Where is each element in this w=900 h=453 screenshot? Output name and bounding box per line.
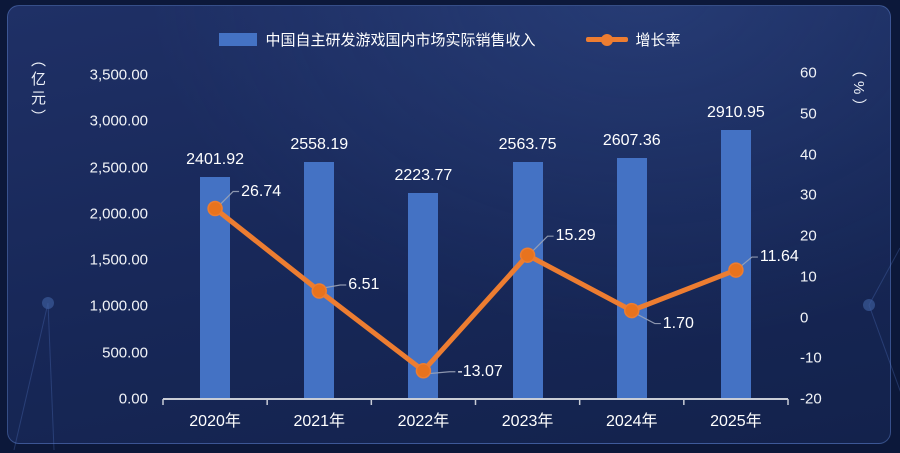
left-axis-tick-label: 2,000.00 xyxy=(89,205,148,223)
growth-rate-point xyxy=(519,247,536,263)
left-axis-tick-label: 3,000.00 xyxy=(89,112,148,130)
legend-item-growth-rate: 增长率 xyxy=(585,29,681,50)
left-axis-tick-label: 1,500.00 xyxy=(89,251,148,269)
right-axis-tick-label: 20 xyxy=(800,227,817,245)
growth-value-label: 6.51 xyxy=(348,275,380,293)
legend-line-marker-dot xyxy=(600,33,613,46)
left-axis-tick-label: 3,500.00 xyxy=(89,66,148,84)
legend-bar-swatch xyxy=(219,33,258,46)
right-axis-tick-label: 50 xyxy=(800,105,817,123)
bar-value-label: 2401.92 xyxy=(186,150,244,168)
right-axis-tick-label: 10 xyxy=(800,268,817,286)
left-axis-tick-label: 2,500.00 xyxy=(89,159,148,177)
x-axis-label: 2023年 xyxy=(501,413,554,430)
left-axis-tick-label: 500.00 xyxy=(102,344,148,362)
label-leader-line xyxy=(427,371,456,375)
label-leader-line xyxy=(323,284,347,289)
label-leader-line xyxy=(635,313,661,325)
growth-rate-point xyxy=(624,302,640,319)
bar-value-label: 2563.75 xyxy=(498,135,557,153)
x-axis-label: 2024年 xyxy=(605,413,658,430)
growth-value-label: 15.29 xyxy=(555,227,596,245)
legend-bar-label: 中国自主研发游戏国内市场实际销售收入 xyxy=(265,32,536,49)
growth-value-label: 11.64 xyxy=(759,248,799,266)
bar-value-label: 2558.19 xyxy=(290,136,349,154)
x-axis-label: 2022年 xyxy=(397,413,450,430)
right-axis-tick-label: 30 xyxy=(800,186,817,204)
x-axis-label: 2025年 xyxy=(710,413,762,430)
left-axis-title: （亿元） xyxy=(29,52,46,128)
growth-rate-line xyxy=(212,206,739,374)
right-axis-tick-label: 60 xyxy=(800,64,817,82)
growth-value-label: 1.70 xyxy=(662,314,694,332)
label-leader-line xyxy=(218,190,240,206)
legend-line-swatch xyxy=(585,33,628,46)
left-axis-tick-label: 0.00 xyxy=(118,390,148,408)
x-axis-label: 2020年 xyxy=(189,413,241,430)
growth-value-label: 26.74 xyxy=(241,182,282,200)
revenue-bar xyxy=(512,161,543,399)
revenue-bar xyxy=(616,157,647,399)
growth-value-label: -13.07 xyxy=(457,362,503,380)
bar-value-label: 2910.95 xyxy=(706,103,765,121)
x-axis-label: 2021年 xyxy=(293,413,346,430)
growth-rate-point xyxy=(728,262,744,278)
right-axis-tick-label: 40 xyxy=(800,146,817,163)
growth-rate-point xyxy=(415,363,432,379)
label-leader-line xyxy=(739,256,758,268)
growth-rate-point xyxy=(311,283,327,299)
label-leader-line xyxy=(531,235,554,253)
right-axis-title: （%） xyxy=(850,62,867,118)
left-axis-tick-label: 1,000.00 xyxy=(89,297,148,315)
legend: 中国自主研发游戏国内市场实际销售收入 增长率 xyxy=(0,29,900,50)
legend-item-revenue: 中国自主研发游戏国内市场实际销售收入 xyxy=(219,29,536,50)
growth-rate-point xyxy=(207,200,223,217)
legend-line-label: 增长率 xyxy=(635,32,681,49)
right-axis-tick-label: -20 xyxy=(800,390,822,408)
bar-value-label: 2607.36 xyxy=(602,131,661,149)
right-axis-tick-label: 0 xyxy=(800,309,809,326)
bar-value-label: 2223.77 xyxy=(394,167,453,185)
right-axis-tick-label: -10 xyxy=(800,349,822,367)
